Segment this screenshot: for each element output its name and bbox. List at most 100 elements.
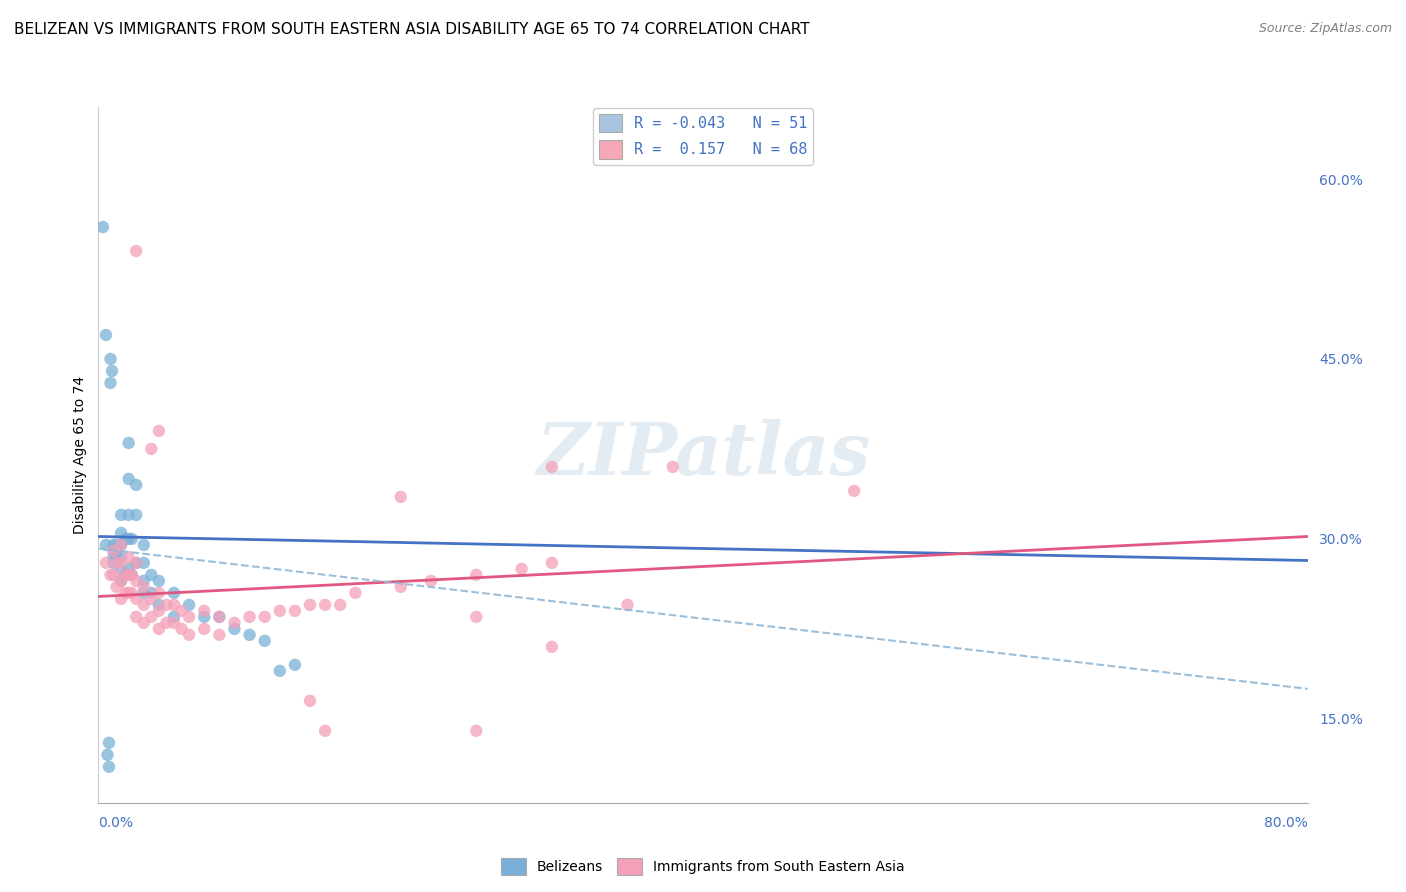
Point: [118, 508, 141, 522]
Point: [125, 508, 148, 522]
Point: [121, 586, 143, 600]
Point: [105, 549, 128, 564]
Point: [155, 615, 177, 630]
Point: [118, 567, 141, 582]
Point: [110, 574, 132, 588]
Point: [208, 610, 231, 624]
Point: [141, 442, 163, 456]
Point: [284, 657, 307, 672]
Point: [314, 723, 336, 738]
Point: [121, 532, 143, 546]
Point: [125, 556, 148, 570]
Point: [118, 562, 141, 576]
Point: [118, 472, 141, 486]
Point: [132, 598, 155, 612]
Point: [163, 610, 186, 624]
Point: [114, 532, 136, 546]
Point: [465, 610, 488, 624]
Point: [94, 328, 117, 343]
Point: [103, 544, 125, 558]
Point: [389, 580, 412, 594]
Point: [420, 574, 443, 588]
Point: [94, 556, 117, 570]
Point: [103, 544, 125, 558]
Point: [193, 622, 215, 636]
Point: [98, 736, 121, 750]
Point: [253, 610, 276, 624]
Point: [125, 556, 148, 570]
Point: [540, 640, 562, 654]
Text: 0.0%: 0.0%: [98, 816, 134, 830]
Point: [132, 615, 155, 630]
Point: [510, 562, 533, 576]
Point: [269, 664, 291, 678]
Point: [132, 574, 155, 588]
Point: [299, 598, 322, 612]
Point: [103, 538, 125, 552]
Point: [148, 604, 170, 618]
Point: [163, 615, 186, 630]
Point: [96, 747, 118, 762]
Point: [344, 586, 367, 600]
Point: [239, 610, 262, 624]
Point: [193, 610, 215, 624]
Point: [105, 580, 128, 594]
Point: [110, 525, 132, 540]
Point: [616, 598, 638, 612]
Point: [125, 574, 148, 588]
Point: [110, 556, 132, 570]
Point: [540, 556, 562, 570]
Point: [148, 574, 170, 588]
Point: [844, 483, 866, 498]
Point: [141, 610, 163, 624]
Point: [465, 723, 488, 738]
Point: [253, 633, 276, 648]
Point: [103, 556, 125, 570]
Point: [118, 586, 141, 600]
Point: [110, 591, 132, 606]
Point: [329, 598, 352, 612]
Point: [224, 615, 246, 630]
Point: [163, 586, 186, 600]
Point: [114, 586, 136, 600]
Point: [155, 598, 177, 612]
Point: [101, 364, 124, 378]
Point: [98, 760, 121, 774]
Text: 80.0%: 80.0%: [1264, 816, 1308, 830]
Point: [91, 219, 114, 234]
Point: [114, 567, 136, 582]
Point: [110, 538, 132, 552]
Point: [179, 628, 201, 642]
Point: [148, 424, 170, 438]
Point: [141, 567, 163, 582]
Point: [110, 508, 132, 522]
Point: [110, 574, 132, 588]
Point: [121, 567, 143, 582]
Point: [540, 459, 562, 474]
Point: [125, 478, 148, 492]
Point: [118, 436, 141, 450]
Point: [239, 628, 262, 642]
Point: [314, 598, 336, 612]
Point: [125, 244, 148, 258]
Point: [224, 622, 246, 636]
Point: [141, 591, 163, 606]
Point: [94, 538, 117, 552]
Point: [208, 610, 231, 624]
Point: [100, 376, 122, 390]
Point: [114, 567, 136, 582]
Point: [125, 591, 148, 606]
Text: ZIPatlas: ZIPatlas: [536, 419, 870, 491]
Point: [193, 604, 215, 618]
Point: [125, 610, 148, 624]
Point: [110, 538, 132, 552]
Point: [132, 586, 155, 600]
Point: [132, 538, 155, 552]
Point: [100, 351, 122, 366]
Point: [132, 556, 155, 570]
Point: [132, 580, 155, 594]
Point: [662, 459, 685, 474]
Point: [299, 694, 322, 708]
Point: [110, 549, 132, 564]
Point: [148, 586, 170, 600]
